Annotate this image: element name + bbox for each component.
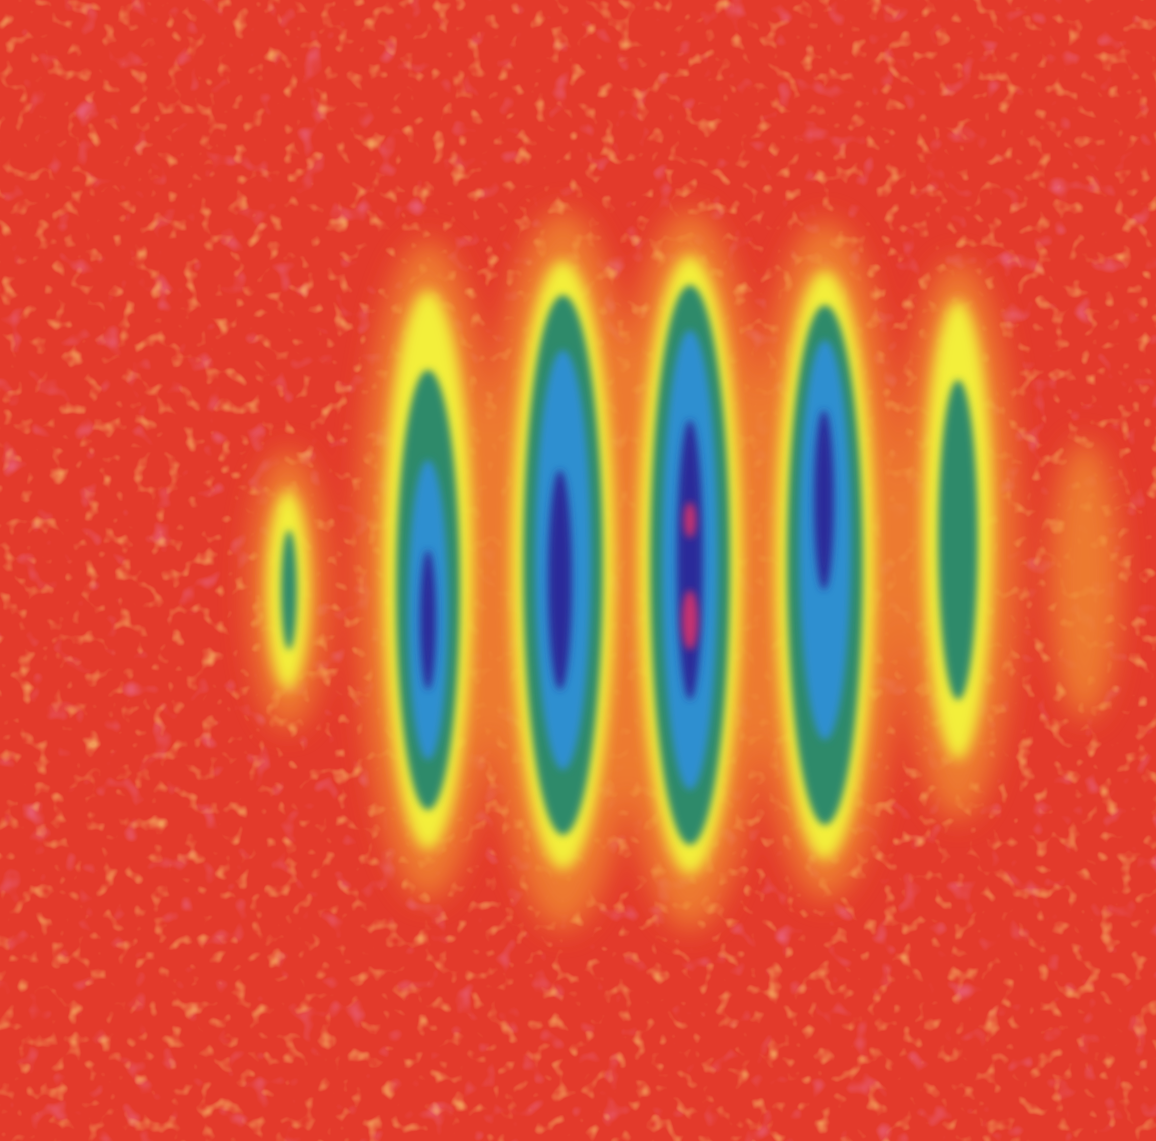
page [0,0,1156,1141]
fringe-image [0,0,1156,1141]
